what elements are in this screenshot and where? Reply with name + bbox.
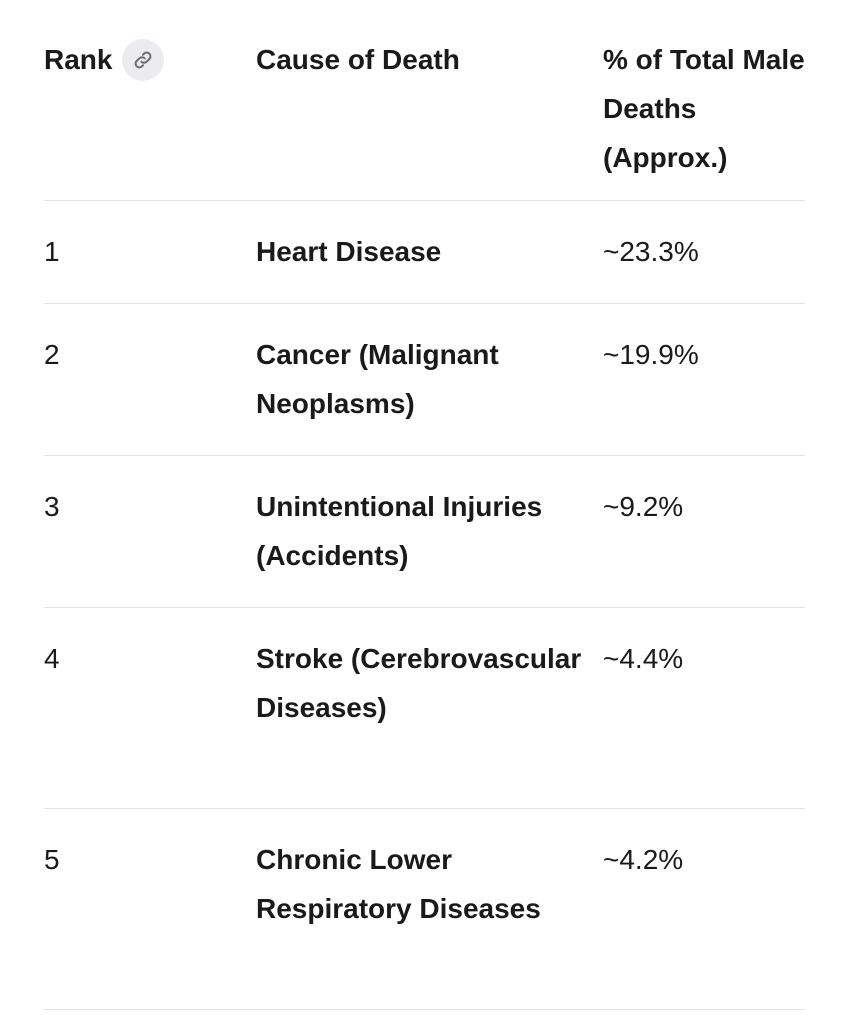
cell-rank: 1 — [44, 236, 60, 267]
table-row: 5 Chronic Lower Respiratory Diseases ~4.… — [44, 809, 805, 1010]
table-row: 3 Unintentional Injuries (Accidents) ~9.… — [44, 456, 805, 608]
cell-cause: Heart Disease — [256, 236, 442, 267]
header-percent: % of Total Male Deaths (Approx.) — [603, 44, 805, 173]
table-row: 2 Cancer (Malignant Neoplasms) ~19.9% — [44, 304, 805, 456]
header-rank-label: Rank — [44, 44, 113, 75]
cell-rank: 4 — [44, 643, 60, 674]
copy-link-button[interactable] — [122, 38, 165, 81]
cell-cause: Stroke (Cerebrovascular Diseases) — [256, 643, 582, 723]
cell-percent: ~4.4% — [603, 643, 684, 674]
cell-rank: 3 — [44, 491, 60, 522]
causes-of-death-table: Rank Cause of Death % of Total Male Deat… — [44, 0, 805, 1010]
cell-percent: ~4.2% — [603, 844, 684, 875]
cell-percent: ~9.2% — [603, 491, 684, 522]
cell-cause: Unintentional Injuries (Accidents) — [256, 491, 543, 571]
header-rank: Rank — [44, 35, 244, 84]
cell-percent: ~19.9% — [603, 339, 699, 370]
link-icon — [135, 51, 152, 68]
table-row: 1 Heart Disease ~23.3% — [44, 201, 805, 304]
header-cause: Cause of Death — [256, 44, 460, 75]
table-header-row: Rank Cause of Death % of Total Male Deat… — [44, 0, 805, 201]
cell-cause: Cancer (Malignant Neoplasms) — [256, 339, 499, 419]
cell-rank: 2 — [44, 339, 60, 370]
table-row: 4 Stroke (Cerebrovascular Diseases) ~4.4… — [44, 608, 805, 809]
cell-percent: ~23.3% — [603, 236, 699, 267]
cell-cause: Chronic Lower Respiratory Diseases — [256, 844, 541, 924]
cell-rank: 5 — [44, 844, 60, 875]
